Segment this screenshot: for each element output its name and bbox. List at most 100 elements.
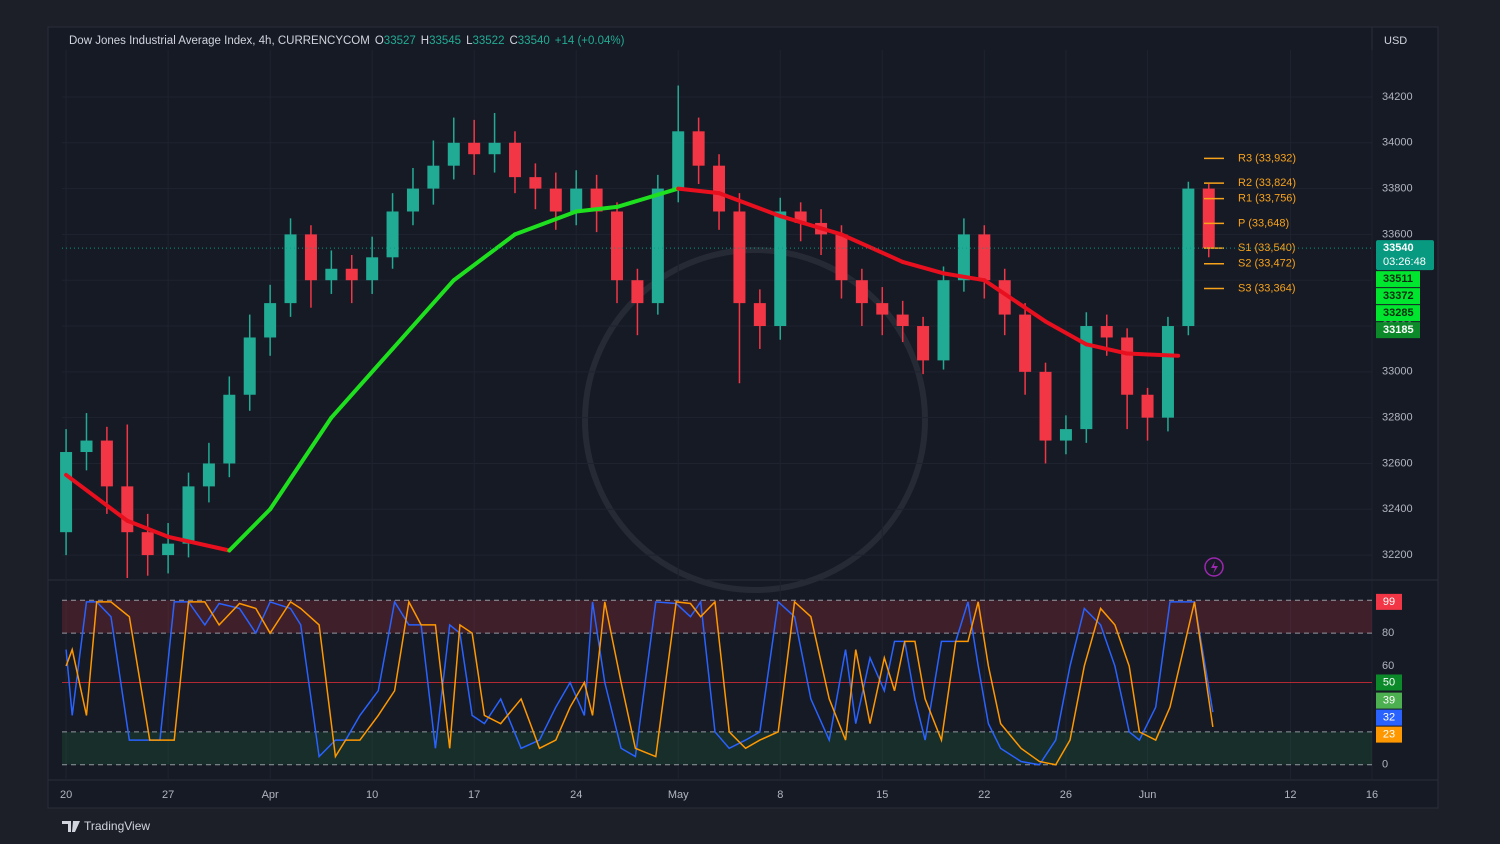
candle-body: [223, 394, 236, 464]
moving-average: [1125, 351, 1181, 358]
moving-average: [839, 232, 905, 264]
pivot-label: R2 (33,824): [1238, 177, 1296, 189]
candle-body: [162, 543, 175, 556]
candle-body: [386, 211, 399, 258]
candle-body: [1019, 314, 1032, 372]
candle-body: [447, 142, 460, 166]
candle-body: [325, 268, 338, 281]
y-tick-label: 34200: [1382, 91, 1413, 103]
ohlc-key: L: [466, 35, 473, 47]
x-tick-label: 26: [1060, 789, 1072, 801]
candle-body: [1039, 371, 1052, 441]
candle-body: [284, 234, 297, 304]
candle-body: [264, 303, 277, 338]
value-label: 39: [1383, 695, 1395, 707]
value-label-box: [1376, 593, 1402, 610]
candle-body: [774, 211, 787, 327]
y-tick-label: 60: [1382, 660, 1394, 672]
y-tick-label: 34000: [1382, 137, 1413, 149]
candle-body: [100, 440, 113, 487]
candle-body: [876, 303, 889, 315]
ohlc-value: 33527: [384, 35, 416, 47]
price-label-box: [1376, 305, 1420, 322]
candle-body: [998, 280, 1011, 315]
candle-body: [672, 131, 685, 189]
ohlc-key: C: [509, 35, 517, 47]
pivot-label: S2 (33,472): [1238, 258, 1295, 270]
chart-layer: 3220032400326003280033000332003340033600…: [60, 35, 1434, 801]
candle-body: [508, 142, 521, 178]
y-tick-label: 32800: [1382, 412, 1413, 424]
x-tick-label: 24: [570, 789, 582, 801]
moving-average: [512, 209, 579, 237]
moving-average: [390, 278, 456, 351]
candle-body: [345, 268, 358, 281]
value-label-box: [1376, 692, 1402, 709]
x-tick-label: Apr: [262, 789, 279, 801]
candle-body: [753, 303, 766, 327]
x-tick-label: 15: [876, 789, 888, 801]
x-tick-label: 17: [468, 789, 480, 801]
candle-body: [590, 188, 603, 212]
chart-title: Dow Jones Industrial Average Index, 4h, …: [69, 35, 370, 47]
price-label-box: [1376, 322, 1420, 339]
y-tick-label: 80: [1382, 627, 1394, 639]
y-tick-label: 33000: [1382, 366, 1413, 378]
price-label-box: [1376, 271, 1420, 288]
candle-body: [121, 486, 134, 533]
candle-body: [60, 452, 73, 533]
candle-body: [80, 440, 93, 453]
x-tick-label: 12: [1284, 789, 1296, 801]
y-tick-label: 32400: [1382, 503, 1413, 515]
footer-brand: TradingView: [84, 819, 150, 833]
candle-body: [631, 280, 644, 304]
candle-body: [529, 177, 542, 189]
ohlc-value: 33545: [429, 35, 461, 47]
moving-average: [166, 534, 232, 553]
candle-body: [896, 314, 909, 327]
candle-body: [937, 280, 950, 361]
value-label: 50: [1383, 676, 1395, 688]
x-tick-label: Jun: [1139, 789, 1157, 801]
moving-average: [125, 518, 171, 539]
x-tick-label: 20: [60, 789, 72, 801]
candle-body: [366, 257, 379, 281]
oscillator-line: [65, 599, 1214, 766]
countdown-label: 03:26:48: [1383, 256, 1426, 268]
value-label-box: [1376, 709, 1402, 726]
x-tick-label: 8: [777, 789, 783, 801]
alert-icon[interactable]: [1204, 557, 1224, 577]
candle-body: [243, 337, 256, 395]
moving-average: [941, 271, 987, 283]
alert-bolt: [1211, 561, 1218, 574]
x-tick-label: 16: [1366, 789, 1378, 801]
candle-body: [713, 165, 726, 212]
value-label-box: [1376, 726, 1402, 743]
pivot-label: R1 (33,756): [1238, 193, 1296, 205]
y-tick-label: 33800: [1382, 182, 1413, 194]
last-price-box: [1376, 240, 1434, 271]
value-label: 99: [1383, 596, 1395, 608]
candle-body: [549, 188, 562, 212]
moving-average: [227, 507, 273, 553]
change-label: +14 (+0.04%): [555, 35, 625, 47]
moving-average: [268, 415, 334, 512]
ohlc-key: H: [421, 35, 429, 47]
candle-body: [1121, 337, 1134, 395]
watermark: [582, 247, 928, 593]
x-tick-label: 27: [162, 789, 174, 801]
candle-body: [957, 234, 970, 281]
candle-body: [1182, 188, 1195, 327]
pivot-label: S3 (33,364): [1238, 282, 1295, 294]
candle-body: [978, 234, 991, 281]
pivot-label: P (33,648): [1238, 217, 1289, 229]
moving-average: [982, 278, 1048, 324]
candle-body: [141, 532, 154, 556]
y-tick-label: 33600: [1382, 228, 1413, 240]
moving-average: [64, 472, 130, 523]
moving-average: [676, 186, 722, 196]
candle-body: [1141, 394, 1154, 418]
moving-average: [615, 186, 681, 209]
price-label: 33185: [1383, 324, 1414, 336]
